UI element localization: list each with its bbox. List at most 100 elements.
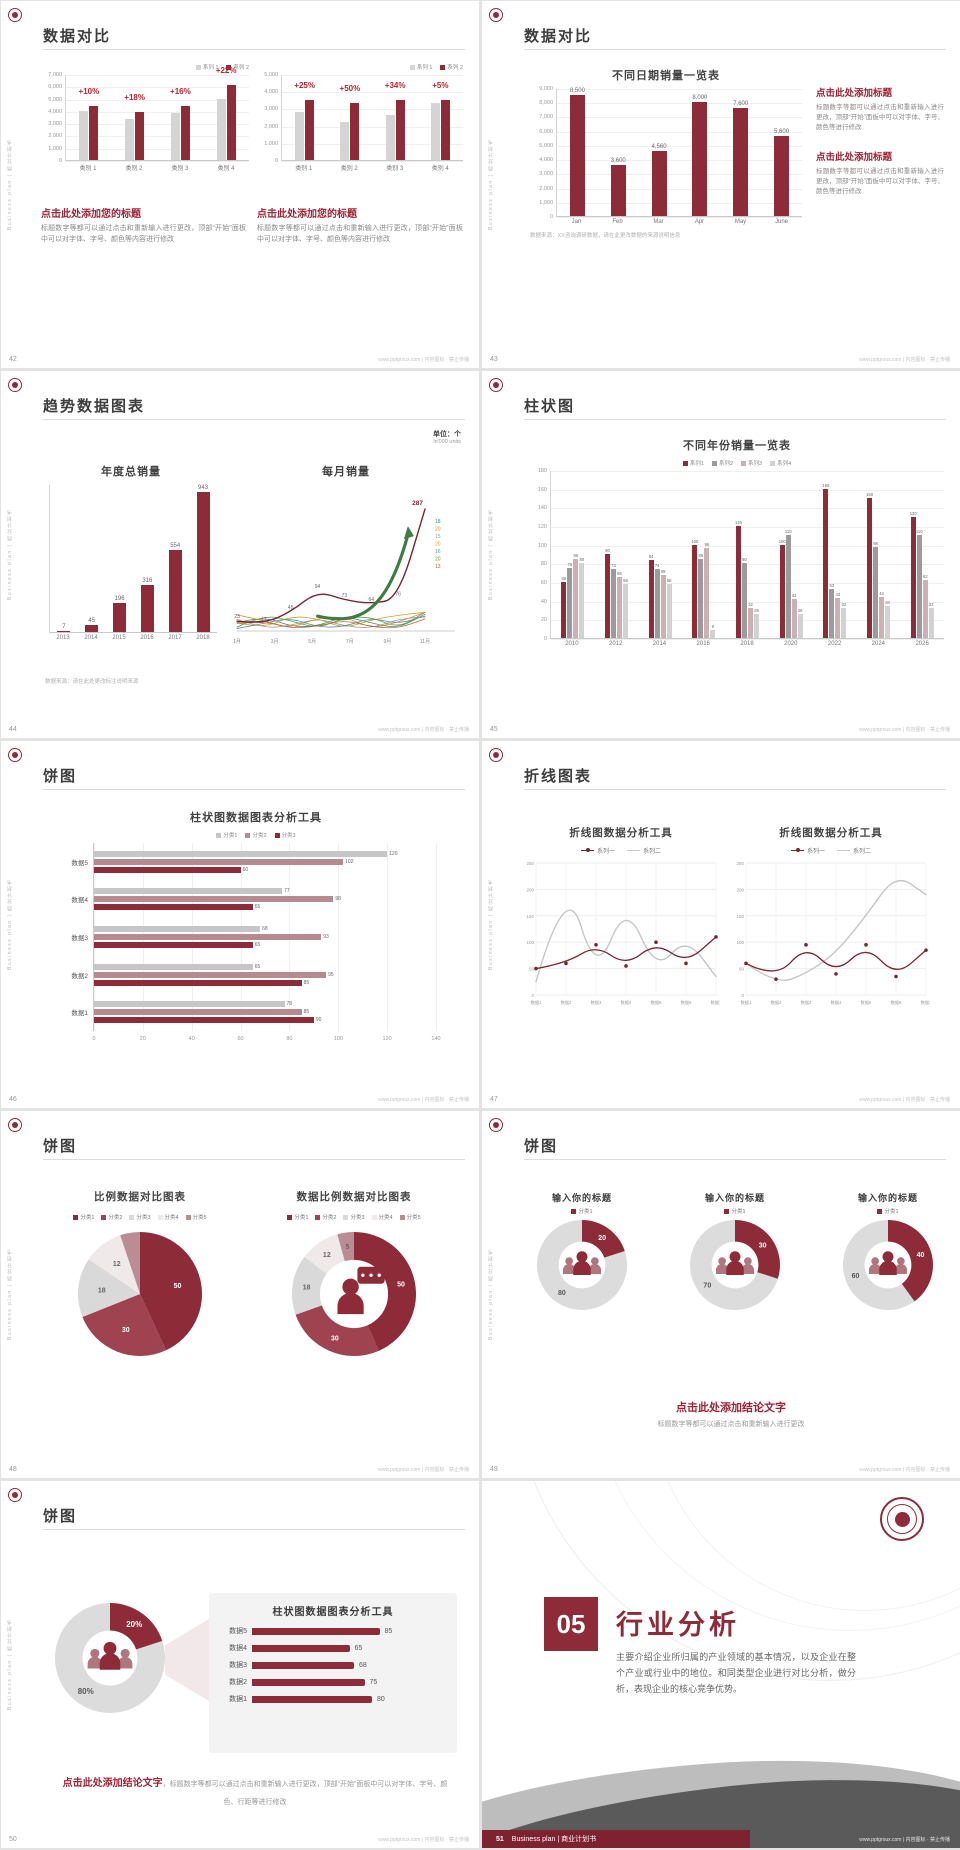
svg-text:30: 30 bbox=[122, 1327, 130, 1334]
page-number: 47 bbox=[490, 1096, 498, 1103]
page-number: 49 bbox=[490, 1466, 498, 1473]
svg-text:12: 12 bbox=[323, 1252, 331, 1259]
pie-legend: 分类1 分类2 分类3 分类4 分类5 bbox=[73, 1213, 207, 1221]
slide-47[interactable]: Business plan | 商业计划书 折线图表 折线图数据分析工具 系列一… bbox=[482, 741, 960, 1108]
sidebar-vertical-text: Business plan | 商业计划书 bbox=[7, 508, 13, 601]
brand-logo-icon bbox=[489, 8, 503, 22]
title-rule bbox=[524, 49, 946, 50]
slide-44[interactable]: Business plan | 商业计划书 趋势数据图表 单位：个 in'000… bbox=[1, 371, 479, 738]
footer-site: www.pptgroux.com | 内容图标 · 禁止传播 bbox=[859, 1097, 950, 1103]
svg-text:15: 15 bbox=[435, 534, 441, 540]
svg-text:23: 23 bbox=[234, 614, 240, 620]
svg-text:50: 50 bbox=[174, 1283, 182, 1290]
footer-site: www.pptgroux.com | 内容图标 · 禁止传播 bbox=[378, 727, 469, 733]
svg-text:200: 200 bbox=[736, 887, 744, 892]
svg-text:数据3: 数据3 bbox=[591, 999, 602, 1006]
block-heading: 点击此处添加标题 bbox=[816, 88, 893, 99]
chart-title: 不同日期销量一览表 bbox=[612, 70, 720, 82]
svg-text:94: 94 bbox=[315, 584, 321, 590]
horizontal-grouped-bar-chart: 分类1 分类2 分类3 0 20 40 60 80 100 120 140 数据5 120 102 60 数据… bbox=[71, 832, 441, 1042]
svg-text:80: 80 bbox=[558, 1290, 566, 1297]
slide-43[interactable]: Business plan | 商业计划书 数据对比 不同日期销量一览表 9,0… bbox=[482, 1, 960, 368]
svg-text:200: 200 bbox=[526, 887, 534, 892]
svg-text:30: 30 bbox=[331, 1336, 339, 1343]
donut-chart-1: 20 80 bbox=[535, 1218, 629, 1317]
comparison-bar-chart-left: 系列 1 系列 2 7,000 6,000 5,000 4,000 3,000 2,000 1,… bbox=[48, 64, 249, 172]
comparison-bar-chart-right: 系列 1 系列 2 5,000 4,000 3,000 2,000 1,000 0 +25% +5… bbox=[264, 64, 463, 172]
footer-site: www.pptgroux.com | 内容图标 · 禁止传播 bbox=[378, 357, 469, 363]
unit-note-en: in'000 units bbox=[433, 439, 461, 445]
title-rule bbox=[524, 1159, 946, 1160]
brand-logo-icon bbox=[8, 378, 22, 392]
chart-title: 折线图数据分析工具 bbox=[569, 827, 673, 839]
donut-legend: 分类1 bbox=[724, 1207, 746, 1215]
svg-text:5月: 5月 bbox=[308, 639, 316, 645]
conclusion-heading: 点击此处添加结论文字 bbox=[62, 1778, 163, 1789]
slide-42[interactable]: Business plan | 商业计划书 数据对比 系列 1 系列 2 7,000… bbox=[1, 1, 479, 368]
footer-site: www.pptgroux.com | 内容图标 · 禁止传播 bbox=[378, 1467, 469, 1473]
bar-panel: 柱状图数据图表分析工具 数据5 85 数据4 65 数据3 68 数据2 75 bbox=[209, 1593, 457, 1753]
funnel-shape bbox=[165, 1619, 209, 1701]
slide-title: 饼图 bbox=[43, 768, 78, 785]
svg-text:11月: 11月 bbox=[420, 639, 430, 645]
sidebar-vertical-text: Business plan | 商业计划书 bbox=[7, 1618, 13, 1711]
page-number: 44 bbox=[9, 726, 17, 733]
block-heading: 点击此处添加标题 bbox=[816, 152, 893, 164]
brand-logo-icon bbox=[8, 1118, 22, 1132]
svg-text:数据2: 数据2 bbox=[771, 999, 782, 1006]
sidebar-vertical-text: Business plan | 商业计划书 bbox=[488, 1248, 494, 1341]
footer-site: www.pptgroux.com | 内容图标 · 禁止传播 bbox=[859, 727, 950, 733]
svg-text:数据5: 数据5 bbox=[651, 999, 662, 1006]
slide-49[interactable]: Business plan | 商业计划书 饼图 输入你的标题 分类1 20 80… bbox=[482, 1111, 960, 1478]
brand-logo-icon bbox=[489, 1118, 503, 1132]
sidebar-vertical-text: Business plan | 商业计划书 bbox=[488, 508, 494, 601]
donut-chart: 50 30 18 12 5 bbox=[290, 1230, 418, 1363]
chapter-number: 05 bbox=[544, 1597, 598, 1651]
svg-text:数据6: 数据6 bbox=[681, 999, 692, 1006]
title-rule bbox=[43, 49, 465, 50]
panel-bar bbox=[252, 1661, 354, 1669]
percentage-donut-chart: 20% 80% bbox=[53, 1601, 167, 1720]
svg-text:数据1: 数据1 bbox=[741, 999, 752, 1006]
svg-text:30: 30 bbox=[759, 1242, 767, 1249]
svg-text:150: 150 bbox=[736, 914, 744, 919]
daily-sales-bar-chart: 9,000 8,000 7,000 6,000 5,000 4,000 3,000 2,000… bbox=[530, 86, 802, 225]
brand-logo-icon bbox=[8, 8, 22, 22]
svg-text:7月: 7月 bbox=[346, 639, 354, 645]
svg-text:73: 73 bbox=[342, 593, 348, 599]
brand-logo-icon bbox=[8, 1488, 22, 1502]
block-body: 标题数字等都可以通过点击和重新输入进行更改，顶部“开始”面板中可以对字体、字号、… bbox=[41, 225, 246, 243]
slide-46[interactable]: Business plan | 商业计划书 饼图 柱状图数据图表分析工具 分类1… bbox=[1, 741, 479, 1108]
sidebar-vertical-text: Business plan | 商业计划书 bbox=[7, 1248, 13, 1341]
chart-title: 折线图数据分析工具 bbox=[779, 827, 883, 839]
panel-row: 数据4 65 bbox=[229, 1644, 363, 1652]
block-heading: 点击此处添加您的标题 bbox=[41, 209, 141, 220]
slide-51-section-divider[interactable]: 05 行业分析 主要介绍企业所归属的产业领域的基本情况，以及企业在整个产业或行业… bbox=[482, 1481, 960, 1848]
svg-text:13: 13 bbox=[435, 564, 441, 570]
svg-text:数据4: 数据4 bbox=[621, 999, 632, 1006]
donut-legend: 分类1 bbox=[571, 1207, 593, 1215]
svg-text:20: 20 bbox=[598, 1235, 606, 1242]
slide-50[interactable]: Business plan | 商业计划书 饼图 20% 80% 柱状图数据图表分… bbox=[1, 1481, 479, 1848]
slide-48[interactable]: Business plan | 商业计划书 饼图 比例数据对比图表 分类1 分类2… bbox=[1, 1111, 479, 1478]
chart-title: 不同年份销量一览表 bbox=[683, 440, 791, 452]
slide-title: 饼图 bbox=[524, 1138, 559, 1155]
pie-chart: 50 30 18 12 bbox=[76, 1230, 204, 1363]
unit-note: 单位：个 bbox=[433, 431, 461, 438]
svg-text:1月: 1月 bbox=[233, 639, 241, 645]
panel-bar bbox=[252, 1695, 372, 1703]
page-number: 50 bbox=[9, 1836, 17, 1843]
slide-title: 折线图表 bbox=[524, 768, 593, 785]
sidebar-vertical-text: Business plan | 商业计划书 bbox=[488, 138, 494, 231]
svg-text:250: 250 bbox=[526, 861, 534, 866]
svg-text:18: 18 bbox=[435, 519, 441, 525]
page-number: 48 bbox=[9, 1466, 17, 1473]
donut-chart-3: 40 60 bbox=[841, 1218, 935, 1317]
svg-text:100: 100 bbox=[736, 940, 744, 945]
donut-title: 输入你的标题 bbox=[704, 1193, 765, 1203]
svg-text:3月: 3月 bbox=[271, 639, 279, 645]
chart-title: 数据比例数据对比图表 bbox=[296, 1191, 412, 1203]
slide-45[interactable]: Business plan | 商业计划书 柱状图 不同年份销量一览表 系列1 系… bbox=[482, 371, 960, 738]
title-rule bbox=[524, 789, 946, 790]
svg-text:20: 20 bbox=[435, 527, 441, 533]
